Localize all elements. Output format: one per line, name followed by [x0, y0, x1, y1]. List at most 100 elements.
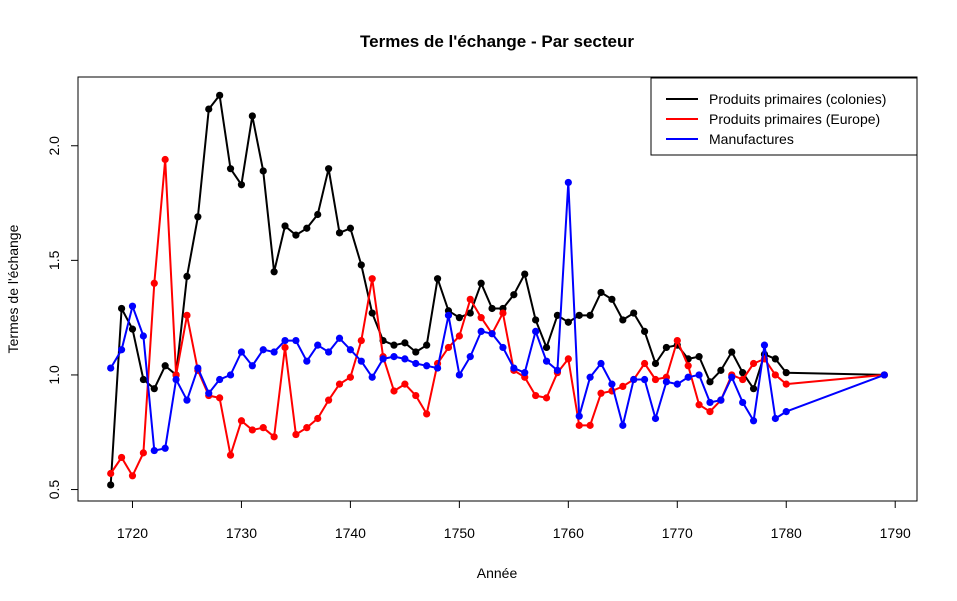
data-point [357, 336, 365, 345]
data-point [259, 424, 267, 432]
data-point [542, 343, 551, 352]
data-point [335, 229, 344, 237]
data-point [205, 389, 213, 397]
x-tick-label: 1760 [553, 525, 584, 541]
data-point [292, 231, 300, 239]
y-tick-label: 1.5 [46, 250, 62, 270]
data-point [542, 394, 551, 402]
data-point [553, 311, 562, 319]
data-point [619, 382, 627, 391]
data-point [597, 288, 605, 297]
data-point [325, 165, 333, 173]
data-point [390, 387, 398, 395]
data-point [117, 304, 126, 313]
data-point [706, 408, 714, 416]
data-point [586, 421, 594, 429]
data-point [630, 375, 638, 384]
data-point [717, 366, 725, 374]
data-point [717, 396, 725, 404]
data-point [139, 449, 147, 457]
y-tick-label: 1.0 [46, 365, 62, 385]
data-point [161, 444, 169, 452]
series-line [109, 158, 885, 477]
data-point [335, 334, 344, 342]
data-point [619, 421, 627, 429]
data-point [771, 355, 779, 363]
x-axis: 1720 1730 1740 1750 1760 1770 1780 1790 [117, 500, 911, 541]
data-point [346, 373, 355, 381]
data-point [412, 359, 420, 368]
data-point [117, 453, 126, 462]
data-point [444, 311, 453, 319]
data-point [510, 364, 518, 372]
data-point [248, 426, 256, 434]
data-point [128, 302, 137, 310]
data-point [281, 343, 289, 352]
data-point [651, 414, 660, 423]
data-point [303, 224, 311, 232]
data-point [564, 318, 572, 326]
data-point [684, 373, 692, 381]
x-tick-label: 1770 [662, 525, 693, 541]
data-point [662, 378, 670, 386]
series-1 [107, 155, 888, 480]
data-point [673, 380, 681, 388]
data-point [499, 343, 507, 352]
data-point [423, 341, 431, 349]
series-layer [107, 91, 888, 489]
data-point [771, 371, 779, 379]
data-point [532, 316, 540, 324]
data-point [695, 401, 703, 409]
data-point [107, 364, 115, 372]
data-point [695, 353, 703, 361]
data-point [706, 378, 714, 386]
data-point [575, 421, 583, 429]
data-point [194, 213, 202, 221]
data-point [477, 314, 485, 322]
data-point [117, 346, 126, 354]
series-2 [107, 178, 888, 455]
x-tick-label: 1790 [880, 525, 911, 541]
legend-label: Produits primaires (Europe) [709, 111, 880, 127]
series-line [109, 181, 885, 452]
data-point [640, 359, 649, 368]
data-point [532, 391, 540, 400]
data-point [259, 346, 267, 354]
data-point [314, 341, 322, 349]
data-point [357, 261, 365, 269]
data-point [466, 353, 474, 361]
x-axis-label: Année [477, 565, 518, 581]
data-point [150, 446, 158, 455]
legend-label: Produits primaires (colonies) [709, 91, 886, 107]
data-point [335, 380, 344, 388]
data-point [782, 380, 790, 388]
data-point [270, 268, 278, 276]
data-point [205, 105, 213, 113]
data-point [564, 178, 572, 187]
data-point [466, 295, 474, 303]
data-point [150, 279, 158, 287]
data-point [248, 112, 256, 120]
data-point [412, 348, 420, 356]
data-point [521, 369, 529, 377]
data-point [651, 359, 660, 368]
data-point [139, 332, 147, 340]
data-point [379, 355, 387, 363]
data-point [259, 167, 267, 175]
data-point [423, 410, 431, 418]
data-point [150, 385, 158, 393]
data-point [728, 373, 736, 381]
data-point [619, 316, 627, 324]
y-tick-label: 0.5 [46, 480, 62, 500]
data-point [368, 373, 376, 381]
data-point [401, 380, 409, 388]
data-point [107, 481, 115, 489]
data-point [401, 339, 409, 347]
data-point [237, 417, 246, 425]
data-point [368, 275, 376, 283]
data-point [346, 346, 355, 354]
data-point [303, 357, 311, 365]
data-point [651, 375, 660, 384]
data-point [216, 375, 224, 384]
